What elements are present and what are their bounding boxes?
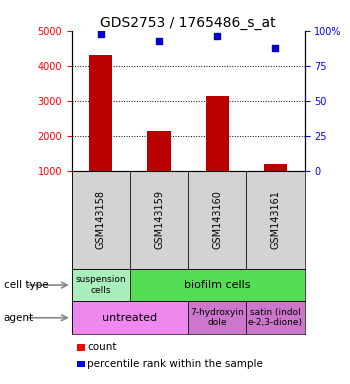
Bar: [130, 269, 304, 301]
Title: GDS2753 / 1765486_s_at: GDS2753 / 1765486_s_at: [100, 16, 276, 30]
Bar: [89, 55, 112, 171]
Bar: [72, 269, 130, 301]
Text: satin (indol
e-2,3-dione): satin (indol e-2,3-dione): [248, 308, 303, 327]
Text: agent: agent: [4, 313, 34, 323]
Bar: [246, 301, 304, 334]
Bar: [188, 301, 246, 334]
Point: [98, 30, 104, 36]
Bar: [264, 164, 287, 171]
Text: suspension
cells: suspension cells: [76, 275, 126, 295]
Text: count: count: [88, 342, 117, 352]
Bar: [72, 301, 188, 334]
Text: percentile rank within the sample: percentile rank within the sample: [88, 359, 263, 369]
Point: [273, 45, 278, 51]
Text: cell type: cell type: [4, 280, 48, 290]
Bar: [147, 131, 171, 171]
Bar: [246, 171, 304, 269]
Bar: [188, 171, 246, 269]
Bar: [130, 171, 188, 269]
Text: untreated: untreated: [102, 313, 158, 323]
Point: [156, 38, 162, 44]
Text: GSM143160: GSM143160: [212, 190, 222, 249]
Text: 7-hydroxyin
dole: 7-hydroxyin dole: [190, 308, 244, 327]
Text: GSM143158: GSM143158: [96, 190, 106, 249]
Text: biofilm cells: biofilm cells: [184, 280, 251, 290]
Text: GSM143161: GSM143161: [271, 190, 280, 249]
Point: [215, 33, 220, 40]
Bar: [72, 171, 130, 269]
Bar: [205, 96, 229, 171]
Text: GSM143159: GSM143159: [154, 190, 164, 249]
